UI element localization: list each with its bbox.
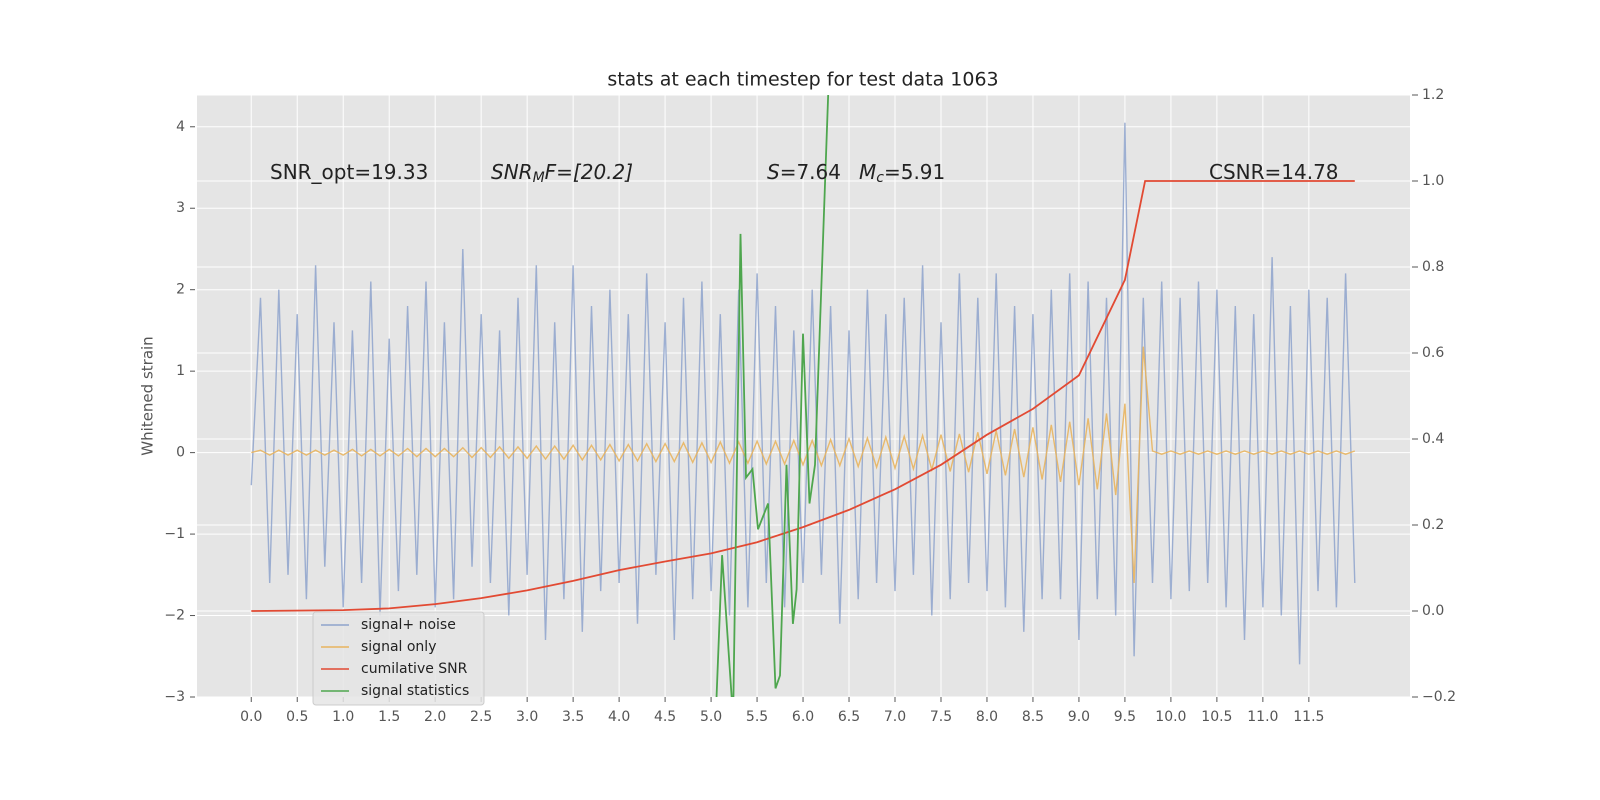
annotation: S=7.64: [767, 160, 841, 184]
grid: [197, 94, 1410, 698]
x-tick-label: 7.0: [884, 709, 906, 725]
annotation-text: S: [767, 160, 780, 184]
x-tick-label: 4.0: [608, 709, 630, 725]
y2-tick-label: 0.2: [1422, 517, 1444, 533]
x-tick-label: 11.0: [1247, 709, 1278, 725]
y-tick-label: −1: [164, 526, 185, 542]
x-tick-label: 2.5: [470, 709, 492, 725]
y-axis-label: Whitened strain: [139, 336, 157, 455]
y-tick-label: 1: [176, 363, 185, 379]
y2-tick-label: 0.4: [1422, 431, 1444, 447]
series-line: [250, 122, 1356, 665]
annotation-text: CSNR=14.78: [1209, 160, 1339, 184]
annotation: Mc=5.91: [859, 160, 945, 187]
annotation-after: =5.91: [884, 160, 945, 184]
annotation-after: F=[20.2]: [545, 160, 633, 184]
x-tick-label: 0.0: [240, 709, 262, 725]
annotation-text: M: [859, 160, 876, 184]
annotation-text: SNR_opt=19.33: [270, 160, 428, 184]
legend-label: signal statistics: [361, 683, 469, 699]
y2-tick-label: 0.6: [1422, 345, 1444, 361]
legend: signal+ noise signal only cumilative SNR si…: [312, 611, 485, 706]
x-tick-label: 7.5: [930, 709, 952, 725]
y-tick-label: 0: [176, 445, 185, 461]
legend-label: signal+ noise: [361, 617, 456, 633]
x-tick-label: 1.5: [378, 709, 400, 725]
y2-tick-label: 1.2: [1422, 87, 1444, 103]
chart-title: stats at each timestep for test data 106…: [607, 69, 998, 91]
x-tick-label: 2.0: [424, 709, 446, 725]
y2-tick-label: 0.0: [1422, 603, 1444, 619]
x-tick-label: 6.0: [792, 709, 814, 725]
y-tick-label: 4: [176, 119, 185, 135]
x-tick-label: 11.5: [1293, 709, 1324, 725]
annotation-after: =7.64: [780, 160, 841, 184]
series-line: [251, 346, 1356, 584]
legend-box: [312, 611, 485, 706]
x-tick-label: 5.0: [700, 709, 722, 725]
annotation-text: SNR: [491, 160, 533, 184]
x-tick-label: 3.5: [562, 709, 584, 725]
x-tick-label: 0.5: [286, 709, 308, 725]
annotation-after: F=[20.2]: [545, 160, 633, 184]
annotation: SNRMF=[20.2]: [491, 160, 633, 187]
y2-tick-label: −0.2: [1422, 689, 1456, 705]
y-tick-label: −3: [164, 689, 185, 705]
annotation: SNR_opt=19.33: [270, 160, 428, 184]
x-tick-label: 8.5: [1022, 709, 1044, 725]
x-tick-label: 3.0: [516, 709, 538, 725]
series-layer: [250, 95, 1356, 697]
x-tick-label: 8.0: [976, 709, 998, 725]
x-tick-label: 1.0: [332, 709, 354, 725]
annotation-sub: c: [876, 170, 884, 186]
y-tick-label: 2: [176, 282, 185, 298]
legend-label: signal only: [361, 639, 436, 655]
x-tick-label: 9.5: [1114, 709, 1136, 725]
x-tick-label: 10.0: [1155, 709, 1186, 725]
x-tick-label: 6.5: [838, 709, 860, 725]
x-tick-label: 4.5: [654, 709, 676, 725]
series-line: [251, 180, 1355, 612]
y-tick-label: −2: [164, 608, 185, 624]
y2-tick-label: 1.0: [1422, 173, 1444, 189]
y2-tick-label: 0.8: [1422, 259, 1444, 275]
legend-label: cumilative SNR: [361, 661, 468, 677]
x-tick-label: 9.0: [1068, 709, 1090, 725]
x-tick-label: 5.5: [746, 709, 768, 725]
annotation: CSNR=14.78: [1209, 160, 1339, 184]
annotation-sub: M: [533, 170, 545, 186]
series-line: [715, 95, 830, 697]
x-tick-label: 10.5: [1201, 709, 1232, 725]
y-tick-label: 3: [176, 200, 185, 216]
